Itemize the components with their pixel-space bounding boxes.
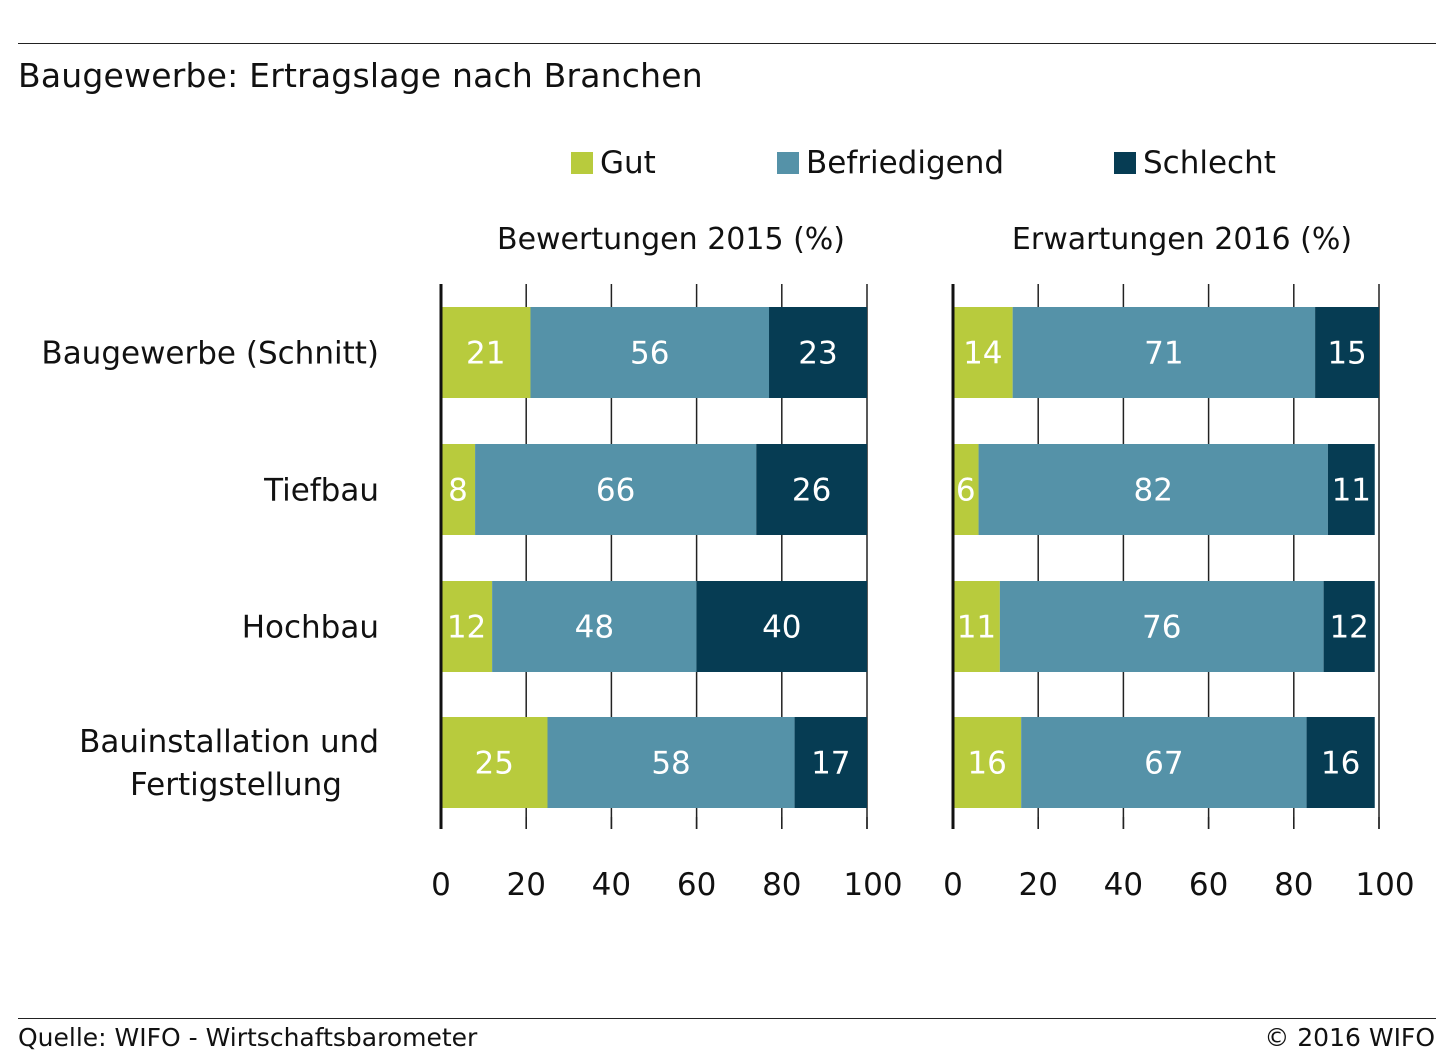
bar-value-label: 26 [792,473,831,509]
x-tick-label: 20 [506,867,545,903]
bar-value-label: 21 [466,336,505,372]
bar-gut [441,581,493,672]
legend-item-befriedigend: Befriedigend [777,143,1004,183]
bar-gut [441,444,476,535]
x-tick-label: 20 [1018,867,1057,903]
chart-title: Baugewerbe: Ertragslage nach Branchen [18,56,703,95]
bar-value-label: 16 [967,746,1006,782]
source-note: Quelle: WIFO - Wirtschaftsbarometer [18,1023,478,1052]
bar-value-label: 14 [963,336,1002,372]
bar-gut [441,717,548,808]
bar-value-label: 17 [811,746,850,782]
legend-swatch-gut [571,152,593,174]
bar-value-label: 16 [1321,746,1360,782]
bar-befriedigend [999,581,1324,672]
x-tick-label: 80 [762,867,801,903]
bar-value-label: 11 [1332,473,1371,509]
bar-value-label: 12 [447,610,486,646]
category-label: Baugewerbe (Schnitt) [41,336,379,372]
x-tick-label: 0 [943,867,963,903]
bar-value-label: 25 [475,746,514,782]
legend-swatch-schlecht [1114,152,1136,174]
x-tick-label: 40 [592,867,631,903]
bar-schlecht [756,444,867,535]
bar-schlecht [794,717,867,808]
bar-value-label: 82 [1133,473,1172,509]
legend-label-gut: Gut [600,145,656,181]
x-tick-label: 60 [1189,867,1228,903]
category-label: Tiefbau [263,473,379,509]
bar-value-label: 15 [1327,336,1366,372]
x-tick-label: 40 [1104,867,1143,903]
x-tick-label: 60 [677,867,716,903]
bar-value-label: 67 [1144,746,1183,782]
bar-schlecht [696,581,867,672]
x-tick-label: 100 [1355,867,1414,903]
bar-gut [441,307,531,398]
top-rule [18,43,1436,44]
bar-befriedigend [1021,717,1307,808]
bar-befriedigend [492,581,697,672]
bar-schlecht [1315,307,1379,398]
bar-befriedigend [547,717,795,808]
legend-item-schlecht: Schlecht [1114,143,1276,183]
bar-gut [953,717,1022,808]
panel-title-2016: Erwartungen 2016 (%) [1011,222,1353,257]
legend-label-befriedigend: Befriedigend [806,145,1005,181]
bar-schlecht [769,307,867,398]
bar-value-label: 23 [798,336,837,372]
bar-value-label: 11 [957,610,996,646]
copyright-note: © 2016 WIFO [1264,1023,1435,1052]
bar-gut [953,581,1000,672]
legend-label-schlecht: Schlecht [1143,145,1276,181]
bar-befriedigend [475,444,757,535]
bar-value-label: 66 [596,473,635,509]
bar-value-label: 58 [651,746,690,782]
category-label: Fertigstellung [130,767,342,803]
bar-befriedigend [530,307,770,398]
category-label: Bauinstallation und [79,724,379,760]
bar-value-label: 71 [1144,336,1183,372]
panel-title-2015: Bewertungen 2015 (%) [496,222,845,257]
bar-value-label: 48 [575,610,614,646]
bar-gut [953,307,1013,398]
bar-befriedigend [1012,307,1316,398]
bar-value-label: 76 [1142,610,1181,646]
bar-befriedigend [978,444,1328,535]
bar-value-label: 12 [1329,610,1368,646]
bar-value-label: 40 [762,610,801,646]
legend-item-gut: Gut [571,143,656,183]
bar-value-label: 6 [956,473,976,509]
bar-gut [953,444,979,535]
bar-value-label: 56 [630,336,669,372]
x-tick-label: 100 [843,867,902,903]
legend-swatch-befriedigend [777,152,799,174]
bar-schlecht [1323,581,1375,672]
bottom-rule [18,1018,1436,1019]
bar-schlecht [1327,444,1375,535]
chart-area: Baugewerbe (Schnitt) Tiefbau Hochbau Bauins… [41,284,1415,903]
bar-schlecht [1306,717,1375,808]
x-tick-label: 80 [1274,867,1313,903]
bar-value-label: 8 [448,473,468,509]
x-tick-label: 0 [431,867,451,903]
category-label: Hochbau [242,610,379,646]
